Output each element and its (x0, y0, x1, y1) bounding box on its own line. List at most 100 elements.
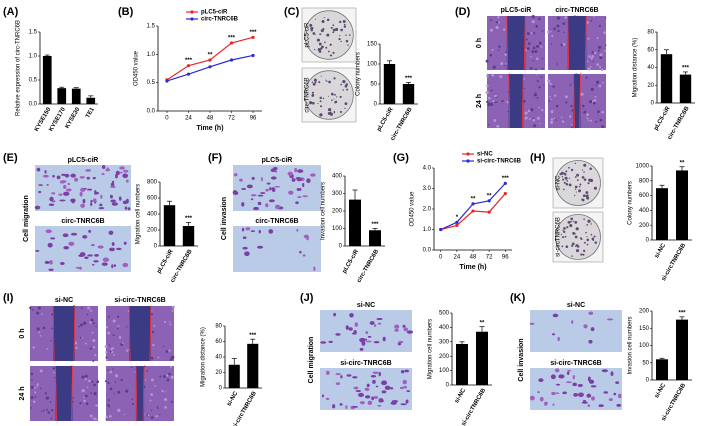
legend-label: pLC5-ciR (201, 10, 228, 16)
cell-texture (119, 336, 121, 338)
colony (344, 107, 346, 109)
colony (319, 100, 322, 103)
colony (319, 105, 323, 108)
cell-texture (595, 120, 598, 123)
stained-cell (241, 188, 247, 191)
stained-cell (402, 379, 407, 385)
cell-texture (120, 378, 123, 382)
stained-cell (297, 196, 302, 198)
stained-cell (270, 176, 277, 180)
cell-texture (90, 392, 92, 394)
stained-cell (618, 393, 622, 399)
cell-texture (562, 42, 566, 46)
cell-texture (593, 15, 595, 18)
colony (575, 227, 579, 231)
bar (402, 84, 415, 104)
cell-texture (529, 55, 532, 58)
side-label: Cell invasion (518, 338, 525, 381)
stained-cell (265, 203, 269, 208)
colony (589, 167, 592, 171)
stained-cell (110, 182, 115, 187)
panel-letter: (E) (3, 152, 18, 164)
colony (570, 217, 573, 221)
wound-gap (506, 16, 526, 70)
cell-texture (36, 311, 40, 315)
cell-texture (105, 415, 108, 419)
cell-texture (112, 368, 114, 370)
stained-cell (537, 391, 540, 393)
y-axis-label: Colony numbers (628, 181, 634, 225)
colony (326, 33, 330, 37)
stained-cell (361, 341, 366, 346)
stained-cell (88, 229, 92, 233)
cell-texture (526, 47, 530, 50)
image-label: si-circ-TNRC6B (340, 360, 391, 367)
series-line (440, 182, 506, 231)
stained-cell (398, 340, 404, 344)
colony (323, 17, 325, 19)
colony (335, 27, 339, 32)
cell-texture (489, 53, 493, 57)
y-tick-label: 0 (154, 244, 158, 250)
cell-texture (150, 393, 153, 396)
x-tick-label: TE1 (85, 106, 96, 119)
cell-texture (599, 118, 603, 122)
stained-cell (60, 262, 65, 266)
stained-cell (557, 336, 560, 342)
cell-texture (598, 45, 602, 49)
colony (332, 24, 335, 27)
cell-texture (565, 101, 568, 104)
cell-texture (485, 90, 489, 95)
colony (585, 231, 587, 234)
cell-texture (86, 313, 89, 316)
cell-texture (104, 345, 108, 348)
point (229, 41, 234, 45)
cell-texture (597, 49, 600, 52)
colony (333, 93, 336, 96)
cell-texture (149, 399, 152, 402)
wound-edge (506, 15, 509, 71)
cell-texture (126, 349, 129, 352)
stained-cell (403, 327, 409, 332)
stained-cell (50, 237, 56, 240)
cell-texture (109, 350, 112, 353)
bar (71, 88, 81, 104)
stained-cell (47, 242, 53, 248)
stained-cell (79, 191, 83, 197)
stained-cell (296, 177, 302, 182)
stained-cell (63, 245, 70, 250)
significance: *** (682, 66, 690, 72)
significance: *** (249, 333, 257, 339)
cell-texture (113, 353, 115, 356)
cell-texture (105, 351, 108, 354)
y-tick-label: 100 (439, 368, 450, 374)
cell-texture (125, 389, 129, 393)
stained-cell (49, 260, 53, 265)
wound-edge (573, 73, 575, 129)
colony (345, 39, 349, 43)
panel-letter: (J) (300, 292, 314, 304)
significance: ** (680, 160, 685, 166)
cell-texture (109, 370, 113, 374)
x-tick-label: 72 (486, 255, 493, 261)
stained-cell (291, 178, 296, 182)
colony (576, 173, 579, 177)
bar (676, 170, 688, 240)
colony (340, 28, 343, 32)
colony (333, 98, 335, 100)
colony (339, 95, 342, 99)
colony (593, 235, 596, 238)
side-label: Cell migration (308, 337, 315, 384)
wound-edge (521, 73, 524, 129)
image-label: circ-TNRC6B (305, 77, 311, 112)
cell-texture (112, 347, 115, 350)
y-tick-label: 300 (439, 339, 450, 345)
stained-cell (250, 194, 257, 197)
stained-cell (90, 200, 94, 203)
colony (320, 29, 324, 33)
stained-cell (251, 176, 255, 180)
wound-edge (149, 305, 152, 362)
cell-texture (165, 350, 169, 353)
cell-texture (570, 83, 572, 85)
cell-texture (496, 124, 500, 128)
